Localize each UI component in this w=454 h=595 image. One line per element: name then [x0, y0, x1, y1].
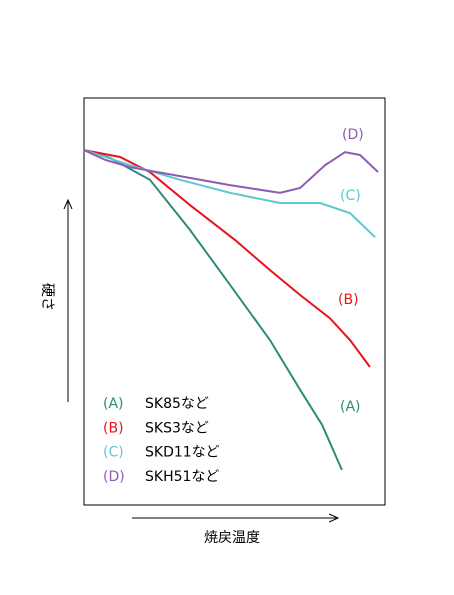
y-axis-label: 硬さ	[39, 283, 55, 311]
legend-name: SK85など	[145, 396, 209, 412]
legend-name: SKH51など	[145, 469, 219, 485]
legend-label: (A)	[103, 396, 124, 412]
series-end-label: (B)	[338, 292, 359, 308]
plot-frame	[83, 97, 386, 506]
legend-label: (B)	[103, 420, 124, 436]
series-end-label: (D)	[342, 127, 364, 143]
legend-label: (C)	[103, 445, 124, 461]
legend-name: SKS3など	[145, 420, 209, 436]
series-end-label: (C)	[340, 188, 361, 204]
series-line	[83, 149, 376, 238]
series-line	[83, 149, 371, 368]
legend-name: SKD11など	[145, 445, 220, 461]
x-axis-label: 焼戻温度	[204, 530, 260, 546]
series-end-label: (A)	[340, 399, 361, 415]
series-line	[83, 149, 379, 194]
legend-label: (D)	[103, 469, 125, 485]
